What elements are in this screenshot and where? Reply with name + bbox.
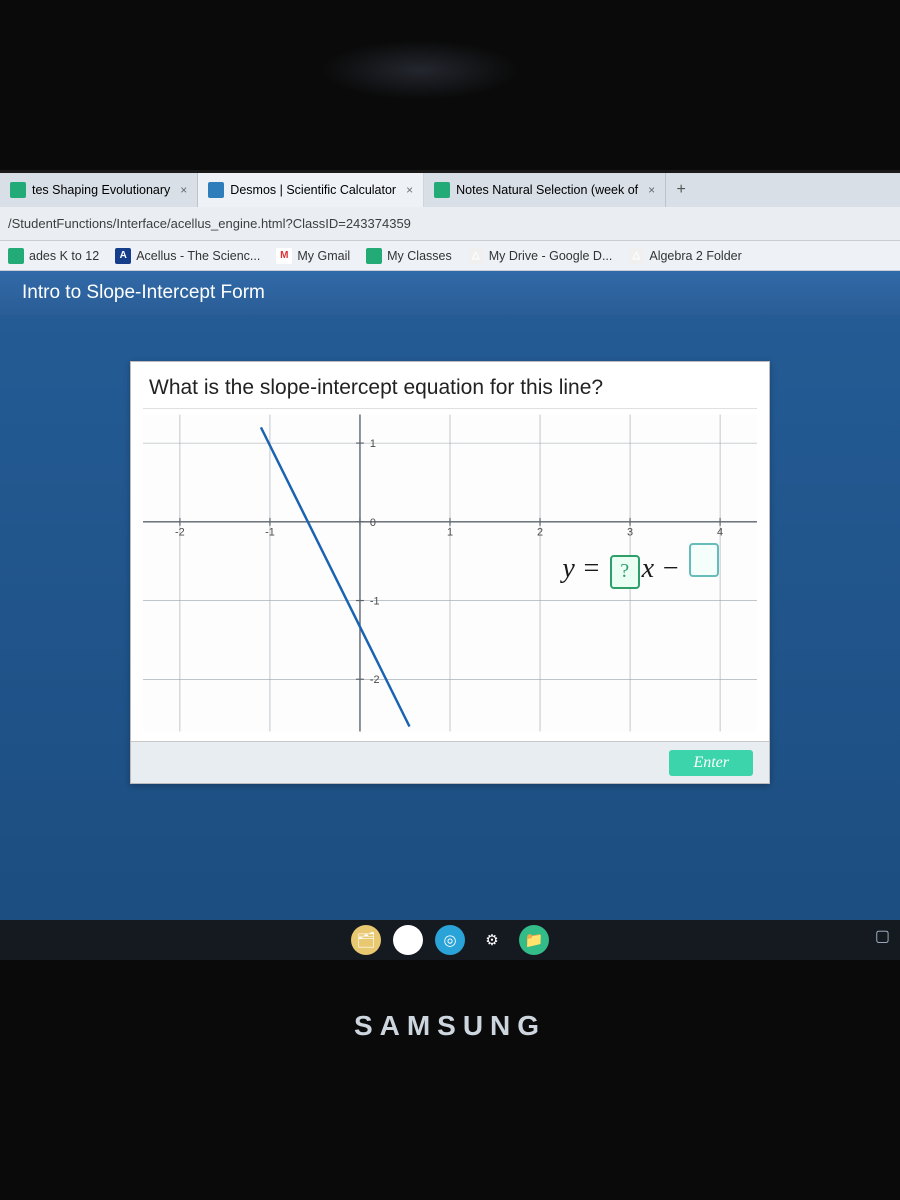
bookmark-icon — [8, 248, 24, 264]
question-card: What is the slope-intercept equation for… — [130, 361, 770, 784]
chart: -2 -1 1 2 3 4 -2 -1 0 1 y = ?x − — [143, 413, 757, 733]
bookmark-label: Algebra 2 Folder — [649, 249, 741, 263]
close-icon[interactable]: × — [180, 183, 187, 197]
bookmark-label: Acellus - The Scienc... — [136, 249, 260, 263]
intercept-input[interactable] — [689, 543, 719, 577]
lesson-content: What is the slope-intercept equation for… — [0, 315, 900, 945]
bookmark-item[interactable]: A Acellus - The Scienc... — [115, 248, 260, 264]
url-bar[interactable]: /StudentFunctions/Interface/acellus_engi… — [0, 207, 900, 241]
tab-strip: tes Shaping Evolutionary × Desmos | Scie… — [0, 173, 900, 207]
question-text: What is the slope-intercept equation for… — [143, 374, 757, 409]
svg-text:-2: -2 — [370, 674, 380, 686]
bookmark-item[interactable]: M My Gmail — [276, 248, 350, 264]
svg-text:-1: -1 — [265, 527, 275, 539]
bookmark-icon: △ — [628, 248, 644, 264]
enter-button[interactable]: Enter — [669, 750, 753, 776]
svg-text:2: 2 — [537, 527, 543, 539]
bookmark-icon: △ — [468, 248, 484, 264]
browser-tab[interactable]: tes Shaping Evolutionary × — [0, 173, 198, 207]
bookmark-label: My Gmail — [297, 249, 350, 263]
tray-icon[interactable]: ▢ — [875, 926, 890, 946]
svg-text:-2: -2 — [175, 527, 185, 539]
tab-label: Notes Natural Selection (week of — [456, 183, 638, 197]
close-icon[interactable]: × — [648, 183, 655, 197]
equation-prefix: y = — [562, 553, 607, 584]
tab-label: tes Shaping Evolutionary — [32, 183, 170, 197]
file-explorer-icon[interactable]: 🗂 — [351, 925, 381, 955]
bookmark-item[interactable]: ades K to 12 — [8, 248, 99, 264]
svg-text:1: 1 — [447, 527, 453, 539]
lesson-title: Intro to Slope-Intercept Form — [22, 282, 265, 304]
svg-text:3: 3 — [627, 527, 633, 539]
tab-favicon — [434, 182, 450, 198]
chrome-icon[interactable]: ◉ — [393, 925, 423, 955]
tab-favicon — [10, 182, 26, 198]
tab-label: Desmos | Scientific Calculator — [230, 183, 396, 197]
bookmark-label: ades K to 12 — [29, 249, 99, 263]
bookmark-item[interactable]: My Classes — [366, 248, 452, 264]
browser-window: tes Shaping Evolutionary × Desmos | Scie… — [0, 170, 900, 960]
bookmark-icon — [366, 248, 382, 264]
bookmark-icon: M — [276, 248, 292, 264]
bookmarks-bar: ades K to 12 A Acellus - The Scienc... M My … — [0, 241, 900, 271]
folder-icon[interactable]: 📁 — [519, 925, 549, 955]
tab-favicon — [208, 182, 224, 198]
url-text: /StudentFunctions/Interface/acellus_engi… — [8, 216, 411, 231]
settings-icon[interactable]: ⚙ — [477, 925, 507, 955]
equation: y = ?x − — [562, 543, 721, 589]
equation-mid: x − — [642, 553, 687, 584]
lesson-header: Intro to Slope-Intercept Form — [0, 271, 900, 315]
svg-text:-1: -1 — [370, 596, 380, 608]
taskbar: 🗂 ◉ ◎ ⚙ 📁 ▢ — [0, 920, 900, 960]
svg-text:0: 0 — [370, 517, 376, 529]
answer-bar: Enter — [131, 741, 769, 783]
edge-icon[interactable]: ◎ — [435, 925, 465, 955]
bookmark-item[interactable]: △ My Drive - Google D... — [468, 248, 613, 264]
laptop-brand: SAMSUNG — [0, 1010, 900, 1042]
slope-input[interactable]: ? — [610, 555, 640, 589]
bookmark-icon: A — [115, 248, 131, 264]
svg-text:1: 1 — [370, 438, 376, 450]
close-icon[interactable]: × — [406, 183, 413, 197]
bookmark-label: My Classes — [387, 249, 452, 263]
svg-text:4: 4 — [717, 527, 723, 539]
browser-tab[interactable]: Notes Natural Selection (week of × — [424, 173, 666, 207]
new-tab-button[interactable]: + — [666, 173, 696, 207]
bookmark-label: My Drive - Google D... — [489, 249, 613, 263]
browser-tab[interactable]: Desmos | Scientific Calculator × — [198, 173, 424, 207]
bookmark-item[interactable]: △ Algebra 2 Folder — [628, 248, 741, 264]
